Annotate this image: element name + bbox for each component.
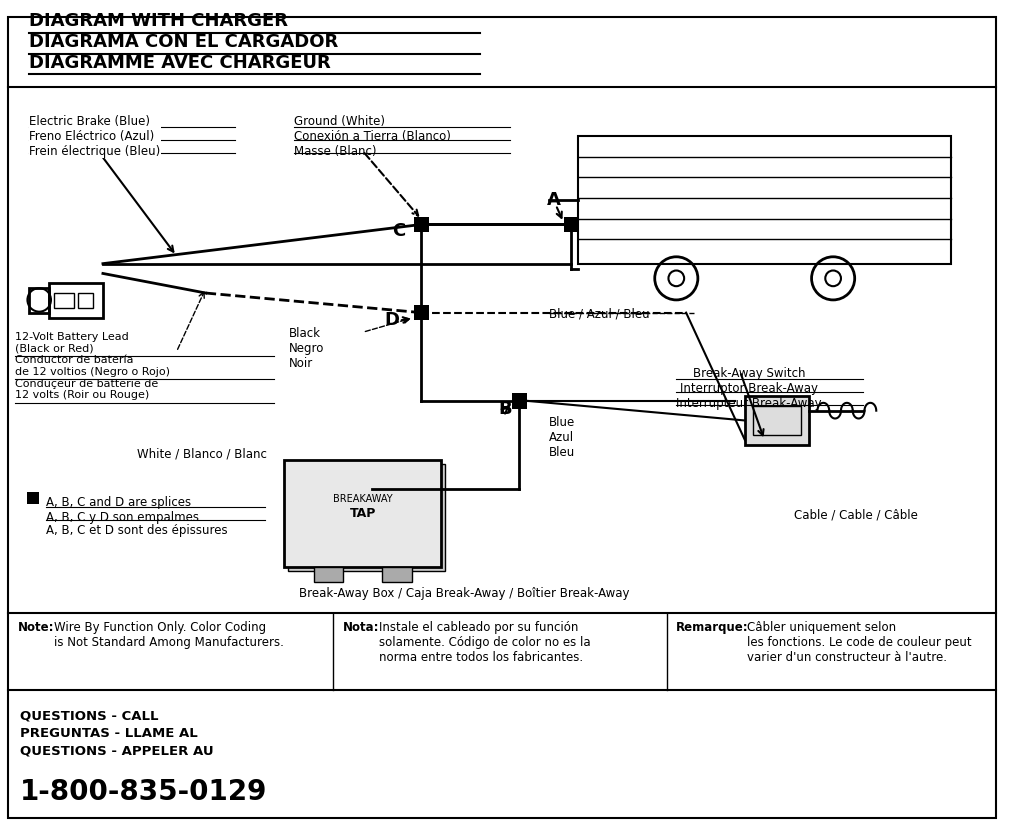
Text: Instale el cableado por su función
solamente. Código de color no es la
norma ent: Instale el cableado por su función solam… (379, 621, 591, 665)
Text: PREGUNTAS - LLAME AL: PREGUNTAS - LLAME AL (19, 727, 198, 741)
Bar (579, 136, 950, 264)
Text: 1-800-835-0129: 1-800-835-0129 (19, 778, 267, 806)
Text: TAP: TAP (349, 507, 376, 520)
Text: Remarque:: Remarque: (676, 621, 749, 635)
Text: DIAGRAMA CON EL CARGADOR: DIAGRAMA CON EL CARGADOR (30, 33, 339, 51)
Text: White / Blanco / Blanc: White / Blanco / Blanc (137, 448, 267, 461)
Text: Blue
Azul
Bleu: Blue Azul Bleu (549, 415, 575, 459)
Text: D: D (385, 311, 399, 329)
Text: A, B, C y D son empalmes: A, B, C y D son empalmes (46, 510, 199, 524)
Text: BREAKAWAY: BREAKAWAY (333, 494, 392, 504)
Bar (285, 460, 441, 567)
Text: Break-Away Switch
Interruptor Break-Away
Interrupteur Break-Away: Break-Away Switch Interruptor Break-Away… (676, 367, 822, 409)
Bar (563, 217, 580, 233)
Text: C: C (392, 223, 406, 240)
Bar (744, 396, 809, 445)
Text: Câbler uniquement selon
les fonctions. Le code de couleur peut
varier d'un const: Câbler uniquement selon les fonctions. L… (746, 621, 972, 665)
Bar (30, 289, 49, 313)
Text: Cable / Cable / Câble: Cable / Cable / Câble (794, 509, 918, 522)
Bar (414, 217, 429, 233)
Text: Ground (White)
Conexión a Tierra (Blanco)
Masse (Blanc): Ground (White) Conexión a Tierra (Blanco… (294, 114, 451, 158)
Bar (753, 406, 801, 435)
Bar (28, 492, 39, 504)
Text: Wire By Function Only. Color Coding
is Not Standard Among Manufacturers.: Wire By Function Only. Color Coding is N… (54, 621, 284, 650)
Text: Nota:: Nota: (343, 621, 380, 635)
Text: 12-Volt Battery Lead
(Black or Red)
Conductor de batería
de 12 voltios (Negro o : 12-Volt Battery Lead (Black or Red) Cond… (14, 332, 170, 400)
Text: Electric Brake (Blue)
Freno Eléctrico (Azul)
Frein électrique (Bleu): Electric Brake (Blue) Freno Eléctrico (A… (30, 114, 161, 158)
Text: Blue / Azul / Bleu: Blue / Azul / Bleu (549, 308, 649, 321)
Bar (512, 393, 527, 409)
Text: A, B, C et D sont des épissures: A, B, C et D sont des épissures (46, 525, 227, 537)
Bar (49, 284, 103, 318)
Bar (79, 293, 93, 308)
Bar (288, 464, 445, 571)
Text: A: A (547, 191, 561, 209)
Bar (414, 304, 429, 320)
Text: Break-Away Box / Caja Break-Away / Boîtier Break-Away: Break-Away Box / Caja Break-Away / Boîti… (299, 587, 630, 600)
Bar (54, 293, 74, 308)
Text: B: B (498, 399, 512, 418)
Text: DIAGRAMME AVEC CHARGEUR: DIAGRAMME AVEC CHARGEUR (30, 53, 331, 72)
Text: Black
Negro
Noir: Black Negro Noir (289, 328, 325, 370)
Text: DIAGRAM WITH CHARGER: DIAGRAM WITH CHARGER (30, 13, 289, 30)
Bar (313, 567, 343, 582)
Text: A, B, C and D are splices: A, B, C and D are splices (46, 496, 191, 509)
Text: Note:: Note: (17, 621, 54, 635)
Bar (382, 567, 412, 582)
Text: QUESTIONS - CALL: QUESTIONS - CALL (19, 710, 158, 722)
Text: QUESTIONS - APPELER AU: QUESTIONS - APPELER AU (19, 745, 213, 758)
